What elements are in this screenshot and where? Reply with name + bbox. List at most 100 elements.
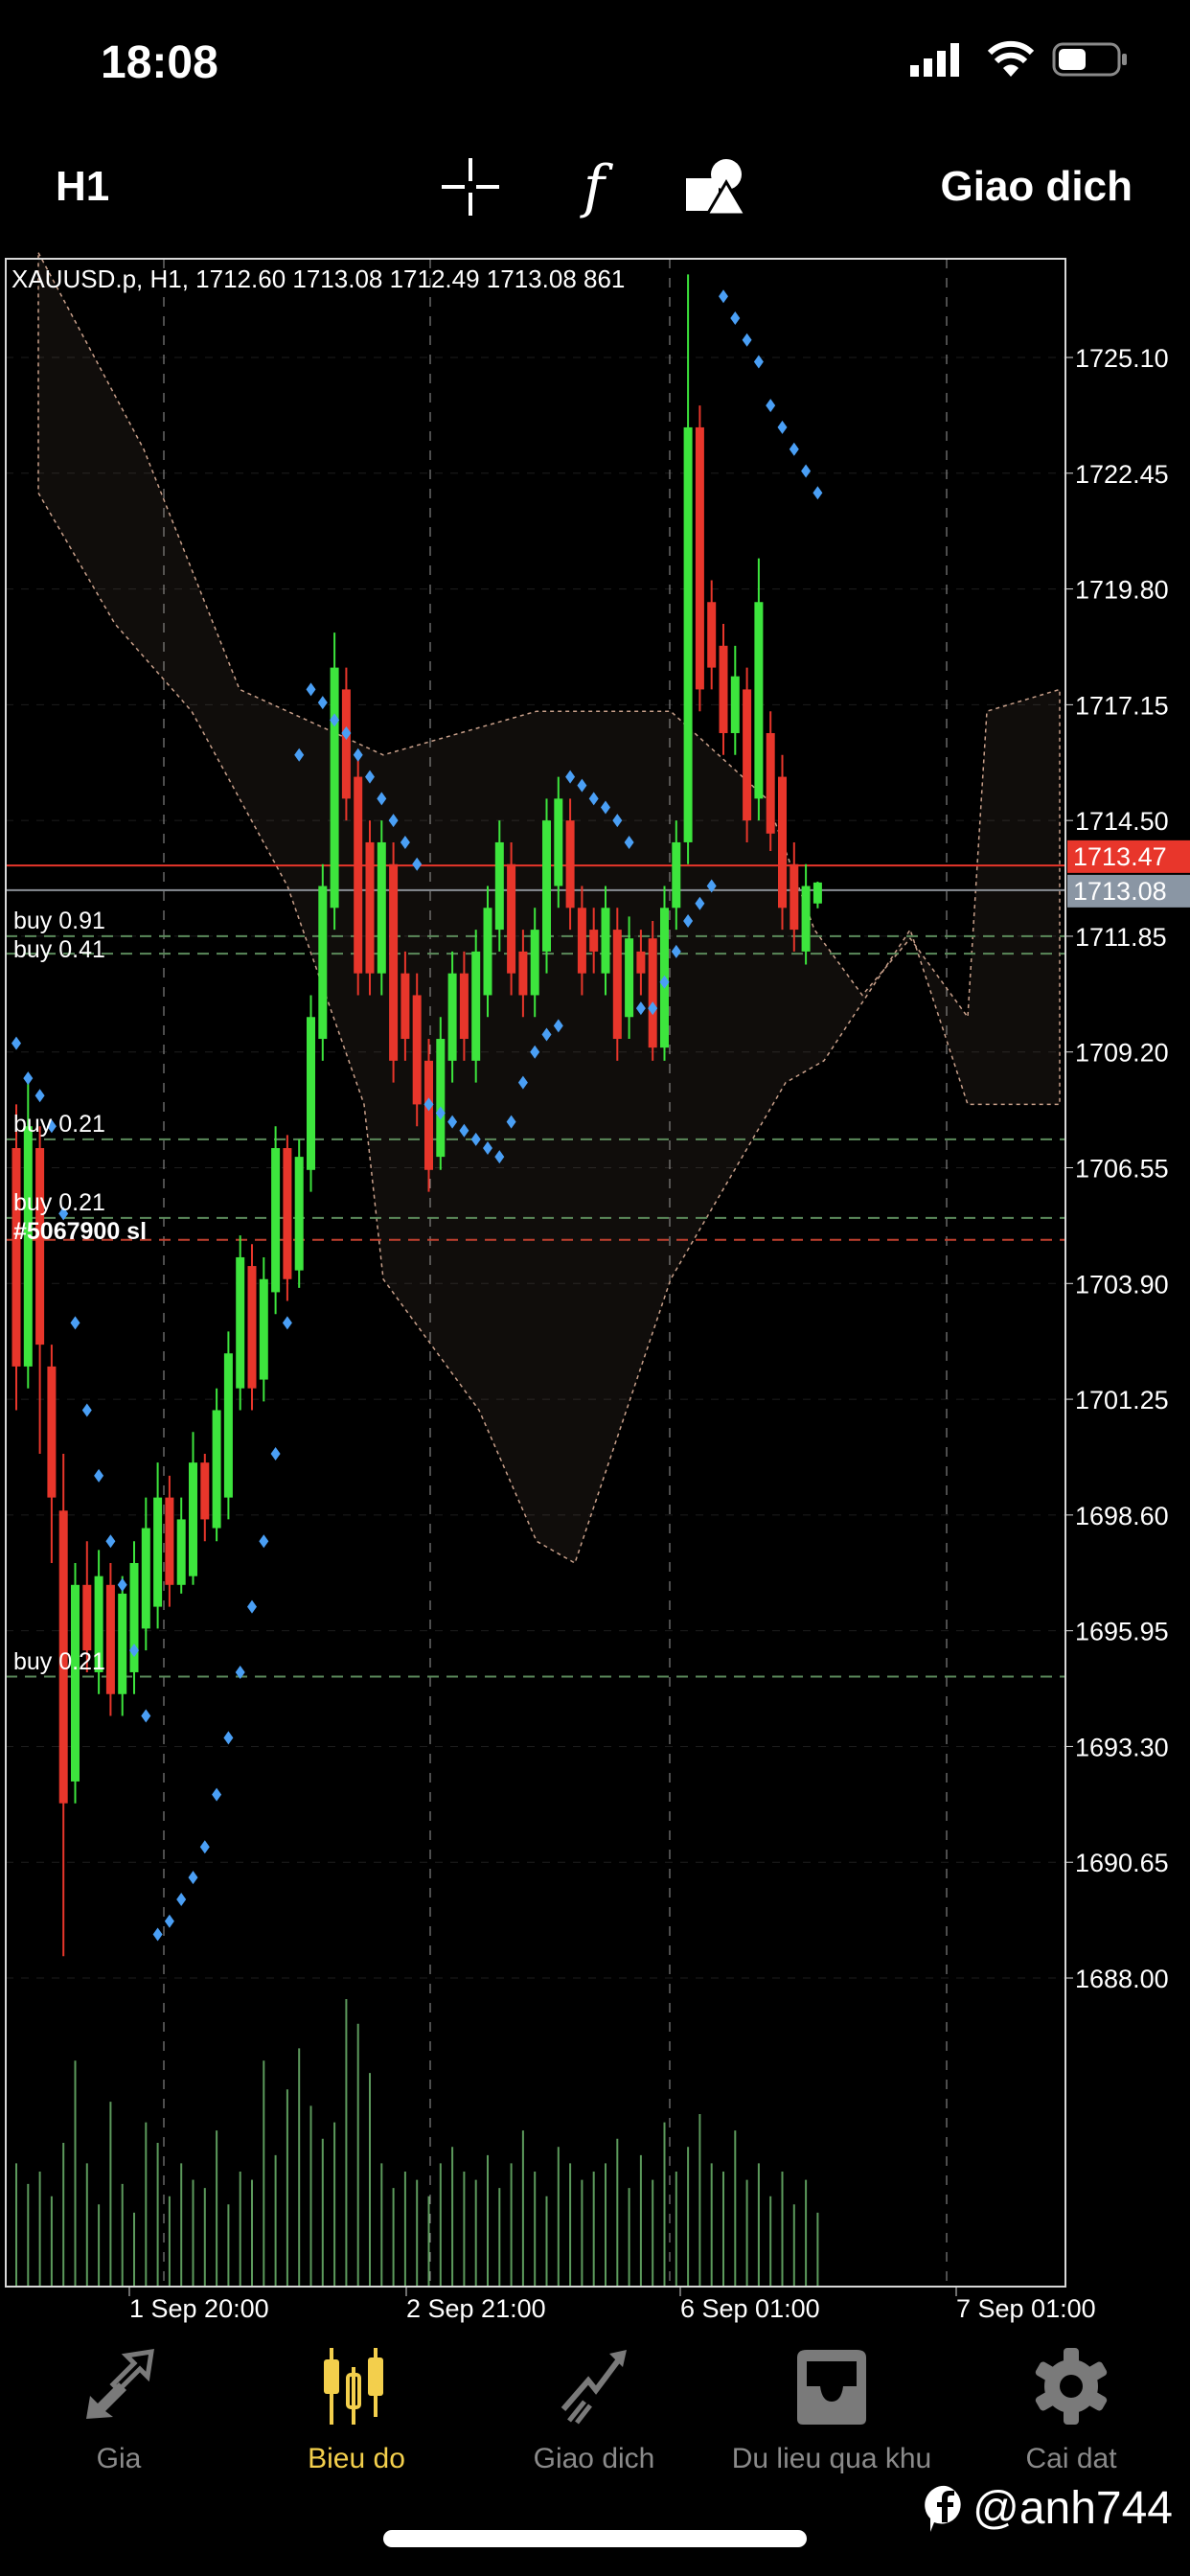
candle-body (165, 1497, 174, 1585)
sar-dot (235, 1665, 245, 1679)
sar-dot (659, 975, 670, 989)
order-label[interactable]: buy 0.21 (13, 1110, 105, 1138)
order-label[interactable]: buy 0.91 (13, 907, 105, 934)
sar-dot (766, 399, 776, 413)
sar-dot (742, 333, 752, 347)
sar-dot (388, 814, 399, 828)
order-label[interactable]: #5067900 sl (13, 1217, 148, 1245)
sar-dot (212, 1787, 222, 1802)
candle-body (754, 602, 764, 799)
sar-dot (648, 1001, 658, 1016)
status-time: 18:08 (101, 37, 218, 88)
price-tick-label: 1711.85 (1075, 923, 1167, 952)
order-label[interactable]: buy 0.21 (13, 1647, 105, 1675)
order-label[interactable]: buy 0.21 (13, 1188, 105, 1216)
candle-body (577, 908, 586, 974)
order-label[interactable]: buy 0.41 (13, 935, 105, 963)
price-tick-label: 1690.65 (1075, 1849, 1169, 1877)
sar-dot (94, 1468, 104, 1483)
candle-body (683, 426, 693, 842)
chart-grid (6, 259, 1065, 2287)
price-tick-label: 1714.50 (1075, 807, 1169, 836)
chart-title: XAUUSD.p, H1, 1712.60 1713.08 1712.49 17… (11, 264, 626, 293)
candle-body (11, 1147, 21, 1367)
timeframe-button[interactable]: H1 (56, 163, 110, 210)
sar-dot (141, 1709, 151, 1723)
price-tick-label: 1706.55 (1075, 1155, 1169, 1184)
sar-dot (777, 420, 788, 434)
candle-body (554, 798, 563, 886)
sar-dot (812, 486, 823, 500)
sar-dot (553, 1019, 563, 1033)
order-lines (6, 864, 1065, 1678)
candle-body (412, 995, 422, 1105)
shapes-icon[interactable] (682, 153, 749, 220)
crosshair-icon[interactable] (437, 153, 504, 220)
chart-frame (5, 258, 1066, 2288)
candle-body (612, 930, 622, 1040)
sar-dot (306, 682, 316, 697)
sar-dot (164, 1914, 174, 1928)
candle-body (812, 882, 822, 904)
candle-body (471, 951, 481, 1061)
sar-dot (423, 1097, 434, 1112)
nav-label: Bieu do (308, 2443, 405, 2474)
sar-dot (247, 1599, 257, 1614)
nav-bieu-do[interactable]: Bieu do (238, 2348, 475, 2475)
sar-dot (199, 1840, 210, 1854)
candle-body (307, 1017, 315, 1170)
sar-dot (223, 1731, 234, 1745)
sar-dot (588, 792, 599, 806)
sar-dot (517, 1075, 528, 1090)
candle-body (400, 973, 410, 1040)
candle-body (542, 820, 551, 952)
time-axis: 1 Sep 20:00 2 Sep 21:00 6 Sep 01:00 7 Sep 0… (128, 2287, 1096, 2323)
candle-body (719, 645, 728, 733)
candle-body (601, 908, 610, 974)
candle-body (424, 1060, 433, 1170)
sar-dot (341, 725, 352, 740)
candle-body (743, 689, 752, 821)
sar-dot (695, 896, 705, 910)
price-tick-label: 1701.25 (1075, 1386, 1169, 1414)
candle-body (365, 841, 375, 974)
candle-body (58, 1510, 68, 1804)
watermark-text: @anh744 (973, 2483, 1173, 2534)
candle-body (189, 1462, 197, 1576)
candle-body (47, 1366, 57, 1498)
candle-body (672, 841, 681, 908)
cellular-signal-icon (910, 40, 964, 83)
nav-gia[interactable]: Gia (0, 2348, 238, 2475)
candle-body (341, 689, 351, 799)
sar-dot (753, 355, 764, 369)
nav-du-lieu-qua-khu[interactable]: Du lieu qua khu (713, 2348, 950, 2475)
sar-dot (353, 748, 363, 762)
sar-dot (105, 1534, 116, 1549)
time-tick-label: 7 Sep 01:00 (956, 2294, 1096, 2323)
candles (11, 274, 822, 1957)
bid-price-box (1067, 874, 1190, 908)
sar-dot (541, 1027, 552, 1042)
candle-body (436, 1039, 446, 1158)
price-tick-label: 1719.80 (1075, 576, 1169, 605)
nav-label: Gia (96, 2443, 142, 2474)
sar-dot (23, 1071, 34, 1086)
candle-body (494, 841, 504, 931)
sar-dot (270, 1447, 281, 1461)
sar-dot (730, 310, 741, 325)
sar-dot (81, 1403, 92, 1417)
trade-button[interactable]: Giao dich (940, 163, 1133, 210)
wifi-icon (987, 38, 1035, 83)
time-tick-label: 6 Sep 01:00 (680, 2294, 820, 2323)
trade-trend-icon (561, 2350, 627, 2425)
sar-dot (470, 1132, 481, 1146)
nav-cai-dat[interactable]: Cai dat (952, 2348, 1190, 2475)
home-indicator[interactable] (383, 2530, 807, 2547)
sar-dot (683, 913, 694, 928)
sar-dot (789, 442, 799, 456)
price-chart[interactable]: 1725.10 1722.45 1719.80 1717.15 1714.50 1711.… (0, 0, 1190, 2338)
candlestick-chart-icon (324, 2348, 383, 2425)
function-icon[interactable]: f (583, 153, 606, 220)
nav-giao-dich[interactable]: Giao dich (475, 2348, 713, 2475)
price-tick-label: 1717.15 (1075, 691, 1169, 720)
